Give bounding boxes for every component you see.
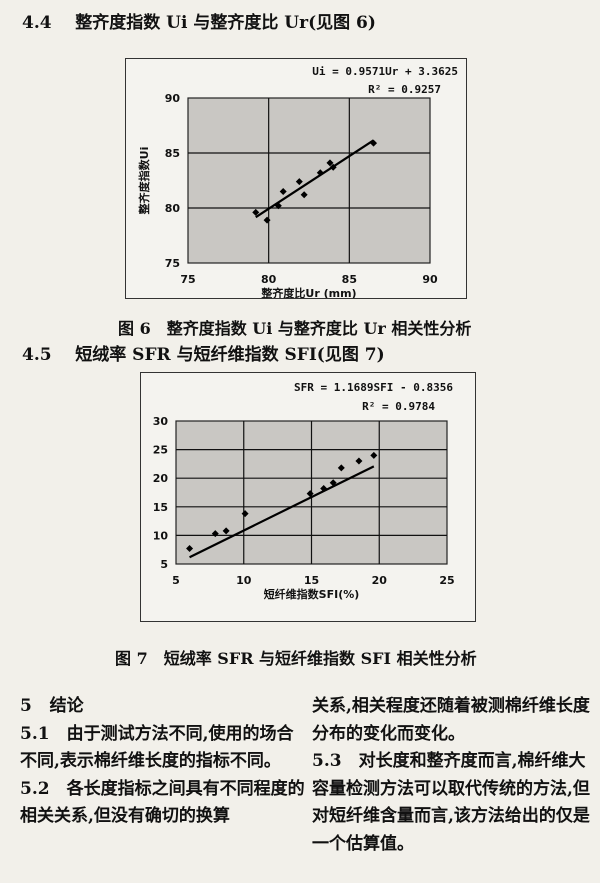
data-point: [241, 510, 249, 518]
data-point: [306, 490, 314, 498]
data-point: [211, 530, 219, 538]
x-tick-label: 10: [236, 574, 252, 587]
y-tick-label: 80: [165, 202, 181, 215]
data-point: [186, 545, 194, 553]
heading-text: 结论: [49, 696, 84, 716]
r-squared: R² = 0.9257: [368, 83, 441, 96]
data-point: [337, 464, 345, 472]
figure-7-caption: 图 7 短绒率 SFR 与短纤维指数 SFI 相关性分析: [115, 649, 477, 668]
x-tick-label: 20: [372, 574, 388, 587]
data-point: [329, 163, 337, 171]
x-tick-label: 80: [261, 273, 277, 286]
section-number: 4.5: [22, 345, 52, 365]
r-squared: R² = 0.9784: [362, 400, 435, 413]
y-tick-label: 90: [165, 92, 181, 105]
y-tick-label: 10: [153, 529, 169, 542]
trendline: [189, 465, 375, 559]
figure-6-chart: Ui = 0.9571Ur + 3.3625 R² = 0.9257 75 80 8…: [125, 58, 467, 299]
data-point: [263, 216, 271, 224]
data-point: [326, 159, 334, 167]
paragraph-5-1: 5.1 由于测试方法不同,使用的场合不同,表示棉纤维长度的指标不同。: [20, 723, 294, 772]
section-4-5-heading: 4.5 短绒率 SFR 与短纤维指数 SFI(见图 7): [22, 340, 385, 365]
section-title: 整齐度指数 Ui 与整齐度比 Ur(见图 6): [75, 13, 376, 33]
data-point: [222, 527, 230, 535]
data-point: [320, 484, 328, 492]
data-point: [316, 169, 324, 177]
data-point: [329, 479, 337, 487]
figure-6-caption: 图 6 整齐度指数 Ui 与整齐度比 Ur 相关性分析: [118, 319, 472, 338]
x-tick-label: 25: [439, 574, 454, 587]
conclusion-right-column: 关系,相关程度还随着被测棉纤维长度分布的变化而变化。 5.3 对长度和整齐度而言…: [312, 693, 597, 858]
scatter-plot-1: 75 80 85 90 75 80 85 90 整齐度比Ur (mm) 整齐度指数Ui: [137, 92, 438, 298]
y-tick-label: 20: [153, 472, 169, 485]
paragraph-5-2: 5.2 各长度指标之间具有不同程度的相关关系,但没有确切的换算: [20, 778, 305, 827]
data-point: [252, 208, 260, 216]
paragraph-5-2-continued: 关系,相关程度还随着被测棉纤维长度分布的变化而变化。: [312, 696, 590, 744]
data-point: [274, 202, 282, 210]
y-tick-label: 85: [165, 147, 180, 160]
conclusion-left-column: 5 结论 5.1 由于测试方法不同,使用的场合不同,表示棉纤维长度的指标不同。 …: [20, 693, 305, 831]
x-axis-label: 短纤维指数SFI(%): [264, 587, 360, 601]
x-tick-label: 15: [304, 574, 319, 587]
data-point: [300, 191, 308, 199]
y-tick-label: 15: [153, 501, 168, 514]
section-title: 短绒率 SFR 与短纤维指数 SFI(见图 7): [75, 345, 385, 365]
regression-equation: Ui = 0.9571Ur + 3.3625: [312, 65, 458, 78]
x-tick-label: 90: [422, 273, 438, 286]
paragraph-5-3: 5.3 对长度和整齐度而言,棉纤维大容量检测方法可以取代传统的方法,但对短纤维含…: [312, 751, 590, 854]
y-tick-label: 25: [153, 444, 168, 457]
data-point: [370, 139, 378, 147]
x-tick-label: 75: [180, 273, 195, 286]
figure-7-chart: SFR = 1.1689SFI - 0.8356 R² = 0.9784 5 10…: [140, 372, 476, 622]
y-tick-label: 75: [165, 257, 180, 270]
x-axis-label: 整齐度比Ur (mm): [260, 286, 356, 298]
conclusion-heading: 5 结论: [20, 693, 305, 721]
data-point: [279, 188, 287, 195]
trendline: [255, 139, 375, 219]
x-tick-label: 5: [172, 574, 180, 587]
section-number: 4.4: [22, 13, 52, 33]
heading-number: 5: [20, 696, 32, 716]
y-tick-label: 30: [153, 415, 169, 428]
section-4-4-heading: 4.4 整齐度指数 Ui 与整齐度比 Ur(见图 6): [22, 8, 376, 33]
x-tick-label: 85: [342, 273, 357, 286]
regression-equation: SFR = 1.1689SFI - 0.8356: [294, 381, 453, 394]
y-axis-label: 整齐度指数Ui: [137, 147, 151, 216]
y-tick-label: 5: [160, 558, 168, 571]
plot-area: [187, 97, 431, 264]
data-point: [355, 457, 363, 465]
data-point: [295, 178, 303, 186]
data-point: [370, 451, 378, 459]
